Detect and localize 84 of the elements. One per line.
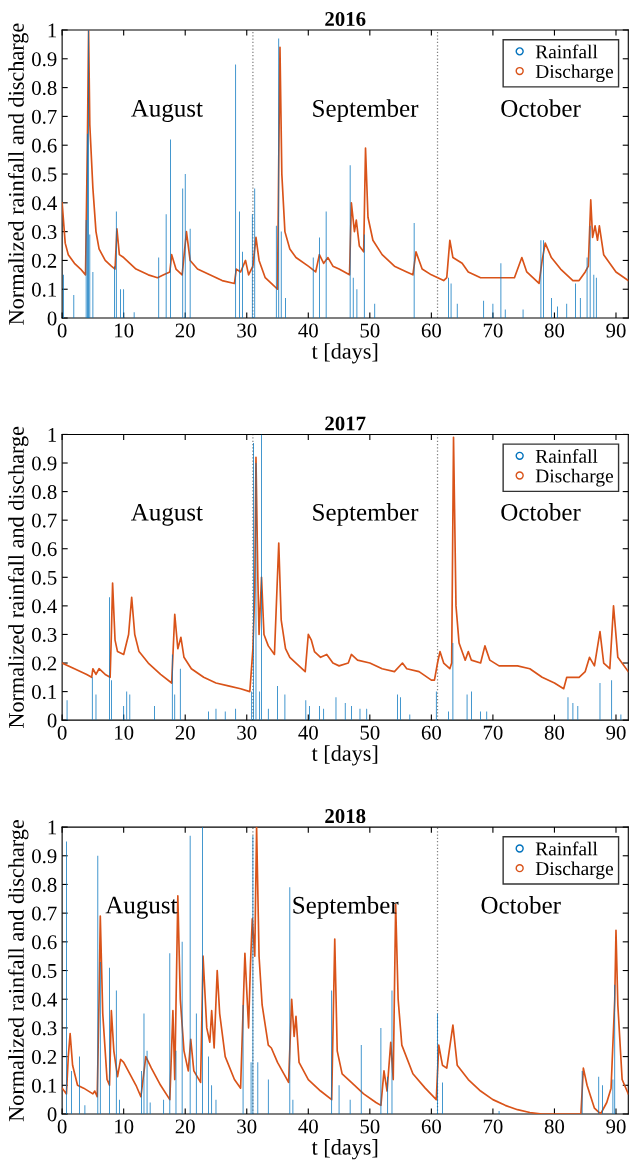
legend-label: Rainfall	[535, 841, 598, 856]
x-tick-label: 40	[298, 323, 318, 338]
y-tick-label: 0.8	[32, 80, 57, 96]
y-tick-label: 0.3	[32, 627, 57, 642]
x-tick-label: 10	[115, 725, 134, 740]
x-tick-label: 30	[237, 1119, 257, 1134]
x-tick-label: 80	[544, 725, 565, 740]
legend-label: Rainfall	[535, 44, 598, 59]
x-tick-label: 40	[298, 725, 318, 740]
x-tick-label: 90	[606, 725, 626, 740]
annotation: September	[313, 503, 419, 526]
x-tick-label: 70	[483, 323, 503, 338]
y-tick-label: 0.9	[32, 456, 57, 471]
legend-label: Rainfall	[535, 448, 598, 463]
y-tick-label: 0.2	[32, 1049, 57, 1065]
y-tick-label: 0.5	[32, 167, 57, 182]
x-tick-label: 20	[175, 323, 195, 338]
y-tick-label: 0.5	[32, 570, 57, 585]
y-tick-label: 0.1	[32, 684, 57, 700]
line-series	[62, 827, 629, 1114]
y-tick-label: 0.7	[32, 513, 57, 528]
x-tick-label: 30	[237, 725, 257, 740]
x-tick-label: 20	[175, 725, 195, 740]
y-tick-label: 1	[48, 820, 57, 835]
annotation: September	[293, 896, 399, 919]
x-tick-label: 70	[483, 725, 503, 740]
x-tick-label: 80	[544, 1119, 565, 1134]
y-tick-label: 0.3	[32, 1021, 57, 1036]
x-tick-label: 10	[115, 323, 134, 338]
y-tick-label: 0.8	[32, 877, 57, 892]
legend-label: Discharge	[535, 861, 614, 880]
chart-title: 2016	[325, 11, 366, 27]
x-axis-title: t [days]	[311, 1139, 378, 1160]
y-tick-label: 0.2	[32, 253, 57, 268]
y-axis-title: Normalized rainfall and discharge	[8, 23, 29, 325]
y-tick-label: 0	[47, 1107, 57, 1122]
annotation: October	[501, 99, 581, 117]
y-tick-label: 0.5	[32, 963, 57, 979]
x-tick-label: 90	[606, 1119, 626, 1134]
y-tick-label: 0.9	[32, 52, 57, 67]
legend-label: Discharge	[535, 468, 614, 487]
annotation: August	[131, 503, 203, 526]
y-tick-label: 0.1	[32, 282, 57, 297]
x-tick-label: 80	[544, 323, 565, 338]
chart-title: 2018	[325, 809, 366, 824]
y-tick-label: 0.4	[32, 196, 57, 211]
x-tick-label: 50	[360, 725, 380, 740]
y-tick-label: 0.7	[32, 109, 57, 124]
x-tick-label: 50	[360, 323, 380, 338]
y-tick-label: 0.4	[32, 599, 57, 614]
y-tick-label: 0.6	[32, 542, 57, 557]
y-tick-label: 1	[48, 427, 57, 442]
y-tick-label: 0	[47, 713, 57, 728]
y-axis-title: Normalized rainfall and discharge	[8, 820, 29, 1122]
y-tick-label: 0.6	[32, 138, 57, 153]
x-tick-label: 60	[421, 725, 441, 740]
y-tick-label: 0	[47, 311, 57, 326]
y-tick-label: 0.6	[32, 935, 57, 950]
x-tick-label: 40	[298, 1119, 318, 1134]
y-tick-label: 0.1	[32, 1078, 57, 1093]
y-tick-label: 0.7	[32, 906, 57, 921]
x-tick-label: 30	[237, 323, 257, 338]
x-tick-label: 10	[115, 1119, 134, 1134]
annotation: September	[313, 99, 419, 122]
x-tick-label: 90	[606, 323, 626, 338]
y-axis-title: Normalized rainfall and discharge	[8, 426, 29, 728]
x-tick-label: 50	[360, 1119, 380, 1134]
annotation: October	[501, 503, 581, 521]
annotation: October	[481, 896, 561, 914]
x-axis-title: t [days]	[311, 745, 378, 766]
y-tick-label: 0.8	[32, 484, 57, 500]
y-tick-label: 0.9	[32, 849, 57, 864]
x-axis-title: t [days]	[311, 343, 378, 364]
y-tick-label: 1	[48, 23, 57, 38]
x-tick-label: 70	[483, 1119, 503, 1134]
x-tick-label: 60	[421, 1119, 441, 1134]
chart-title: 2017	[325, 416, 366, 431]
legend-label: Discharge	[535, 64, 614, 83]
y-tick-label: 0.3	[32, 225, 57, 240]
y-tick-label: 0.4	[32, 992, 57, 1007]
x-tick-label: 60	[421, 323, 441, 338]
y-tick-label: 0.2	[32, 656, 57, 671]
annotation: August	[131, 100, 203, 122]
x-tick-label: 20	[175, 1119, 195, 1134]
